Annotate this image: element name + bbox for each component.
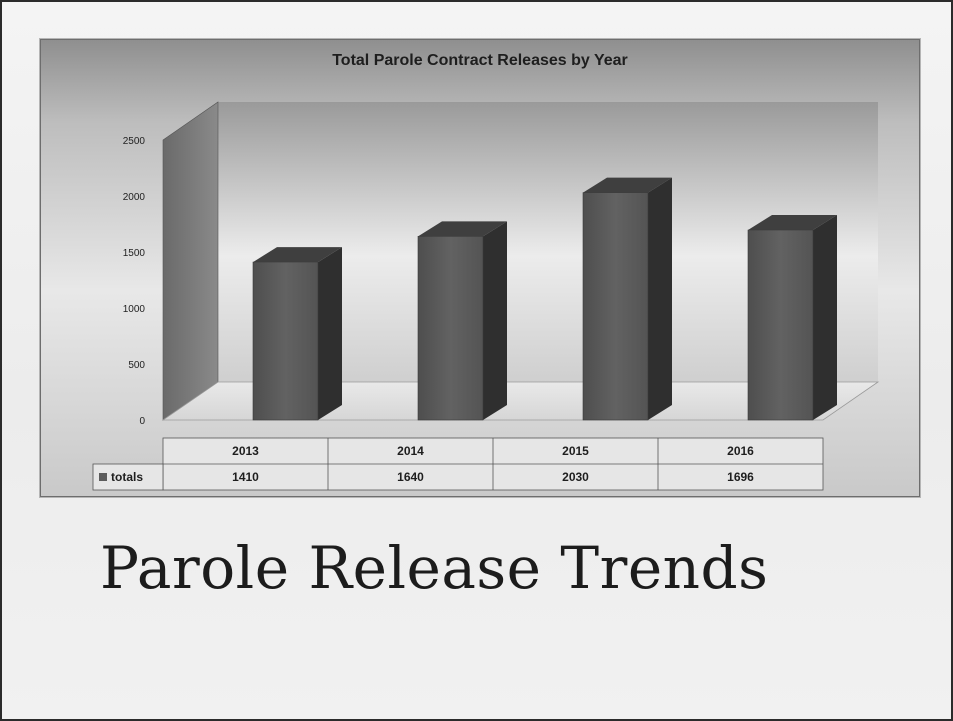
bar xyxy=(747,229,814,421)
bar-top xyxy=(748,215,837,231)
chart-area: Total Parole Contract Releases by Year 0… xyxy=(40,39,920,497)
bar xyxy=(252,261,319,421)
y-tick-label: 2500 xyxy=(123,136,146,147)
legend-swatch xyxy=(99,473,107,481)
y-tick-label: 1000 xyxy=(123,304,146,315)
x-tick-label: 2013 xyxy=(232,444,259,458)
data-label: 1410 xyxy=(232,470,259,484)
bar-side xyxy=(483,221,507,420)
chart-back-wall xyxy=(218,102,878,382)
data-label: 2030 xyxy=(562,470,589,484)
y-tick-label: 0 xyxy=(139,416,145,427)
bar xyxy=(582,192,649,421)
bar-top xyxy=(583,177,672,193)
y-tick-label: 2000 xyxy=(123,192,146,203)
legend-label: totals xyxy=(111,470,143,484)
data-label: 1696 xyxy=(727,470,754,484)
bar-side xyxy=(813,215,837,420)
bar-top xyxy=(418,221,507,237)
y-tick-label: 1500 xyxy=(123,248,146,259)
y-tick-label: 500 xyxy=(128,360,145,371)
slide-title: Parole Release Trends xyxy=(100,534,769,602)
bar xyxy=(417,236,484,421)
x-tick-label: 2014 xyxy=(397,444,424,458)
bar-side xyxy=(318,247,342,420)
x-tick-label: 2016 xyxy=(727,444,754,458)
data-label: 1640 xyxy=(397,470,424,484)
chart-side-wall xyxy=(162,101,219,421)
bar-top xyxy=(253,247,342,263)
chart-plot: 0 500 1000 1500 2000 2500 totals 2013 1410 2014 16… xyxy=(92,101,880,491)
bar-side xyxy=(648,177,672,420)
chart-title: Total Parole Contract Releases by Year xyxy=(332,52,628,69)
x-tick-label: 2015 xyxy=(562,444,589,458)
